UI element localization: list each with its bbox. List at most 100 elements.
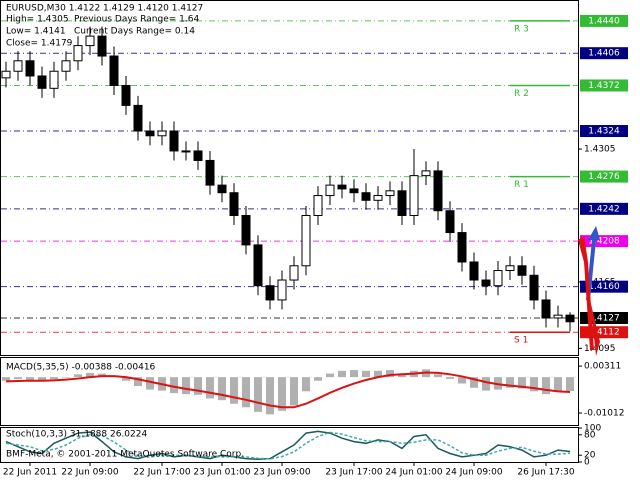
marks: 1.43051.41651.40951.44401.44061.43721.43… <box>1 14 628 478</box>
macd-signal <box>5 371 571 409</box>
level-label: 1.4242 <box>588 204 620 214</box>
candle-body <box>181 150 191 153</box>
macd-bar <box>470 377 478 388</box>
level-label: 1.4440 <box>588 16 620 26</box>
candle-body <box>169 130 179 152</box>
macd-bar <box>542 377 550 395</box>
macd-bar <box>62 377 70 378</box>
macd-bar <box>554 377 562 393</box>
x-tick-label: 22 Jun 17:00 <box>133 468 190 478</box>
candle-body <box>529 274 539 301</box>
macd-bar <box>2 377 10 381</box>
candle-body <box>13 60 23 72</box>
stoch-frame <box>0 427 579 463</box>
annotation: High= 1.4305 <box>6 15 69 25</box>
macd-bar <box>314 377 322 381</box>
x-tick-label: 23 Jun 09:00 <box>253 468 310 478</box>
candle-body <box>541 299 551 319</box>
candle-body <box>565 314 575 323</box>
x-tick-label: 24 Jun 09:00 <box>445 468 502 478</box>
level-label-box <box>580 125 628 138</box>
y-tick-label: 1.4305 <box>584 145 616 155</box>
macd-bar <box>242 377 250 408</box>
level-label-box <box>580 47 628 60</box>
candle-body <box>241 214 251 246</box>
candle-body <box>457 232 467 263</box>
candle-body <box>25 60 35 77</box>
level-label-box <box>580 170 628 183</box>
candle-body <box>61 60 71 72</box>
candle-body <box>229 192 239 216</box>
candle-body <box>193 150 203 161</box>
macd-bar <box>518 377 526 389</box>
y-tick-label: 20 <box>584 451 596 461</box>
pivot-label: S 1 <box>514 336 528 346</box>
pivot-label: R 3 <box>514 24 529 34</box>
macd-bar <box>362 370 370 378</box>
level-label: 1.4127 <box>588 313 620 323</box>
y-tick-label: 0 <box>584 458 590 468</box>
candle-body <box>517 265 527 276</box>
candle-body <box>481 279 491 287</box>
level-label: 1.4372 <box>588 81 620 91</box>
macd-bar <box>434 374 442 378</box>
candle-body <box>85 35 95 47</box>
macd-bar <box>290 377 298 406</box>
macd-bar <box>206 377 214 399</box>
level-label-box <box>580 14 628 27</box>
macd-bar <box>266 377 274 415</box>
macd-bar <box>338 370 346 378</box>
candle-body <box>301 214 311 267</box>
chart-title: EURUSD,M30 1.4122 1.4129 1.4120 1.4127 <box>6 4 203 14</box>
macd-bar <box>254 377 262 412</box>
candle-body <box>97 35 107 57</box>
candle-body <box>373 195 383 201</box>
macd-bar <box>134 377 142 387</box>
macd-bar <box>302 377 310 392</box>
x-tick-label: 23 Jun 17:00 <box>325 468 382 478</box>
candle-body <box>157 130 167 137</box>
macd-bar <box>326 373 334 378</box>
macd-bar <box>374 370 382 378</box>
macd-bar <box>74 374 82 378</box>
candle-body <box>397 190 407 216</box>
level-label-box <box>580 79 628 92</box>
annotation: Low= 1.4141 <box>6 27 66 37</box>
candle-body <box>265 285 275 301</box>
macd-bar <box>170 377 178 394</box>
annotation: Close= 1.4179 <box>6 39 73 49</box>
y-tick-label: -0.01012 <box>584 409 624 419</box>
macd-bar <box>398 373 406 378</box>
macd-bar <box>566 377 574 391</box>
candle-body <box>409 175 419 216</box>
macd-bar <box>182 377 190 395</box>
macd-bar <box>530 377 538 392</box>
level-label: 1.4112 <box>588 328 620 338</box>
candle-body <box>493 270 503 287</box>
candle-body <box>325 184 335 197</box>
candle-body <box>1 70 11 79</box>
candle-body <box>145 130 155 137</box>
macd-bar <box>386 370 394 378</box>
candle-body <box>445 210 455 234</box>
candle-body <box>385 190 395 197</box>
level-label: 1.4324 <box>588 127 620 137</box>
down-arrow <box>578 236 594 350</box>
candle-body <box>109 55 119 86</box>
macd-bar <box>506 377 514 388</box>
x-tick-label: 22 Jun 09:00 <box>61 468 118 478</box>
candle-body <box>277 279 287 301</box>
annotation: Previous Days Range= 1.64 <box>74 15 199 25</box>
candle-body <box>313 195 323 216</box>
macd-bar <box>26 377 34 380</box>
macd-bar <box>86 372 94 378</box>
y-tick-label: 0.00311 <box>584 362 621 372</box>
candle-body <box>361 192 371 201</box>
candle-body <box>337 184 347 190</box>
candle-body <box>37 75 47 89</box>
macd-bar <box>122 377 130 381</box>
level-label: 1.4406 <box>588 49 620 59</box>
candle-body <box>253 244 263 287</box>
